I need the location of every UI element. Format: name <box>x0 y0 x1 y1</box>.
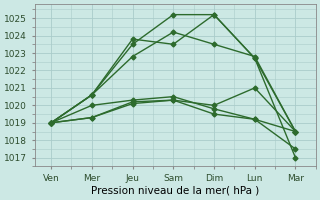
X-axis label: Pression niveau de la mer( hPa ): Pression niveau de la mer( hPa ) <box>91 186 260 196</box>
